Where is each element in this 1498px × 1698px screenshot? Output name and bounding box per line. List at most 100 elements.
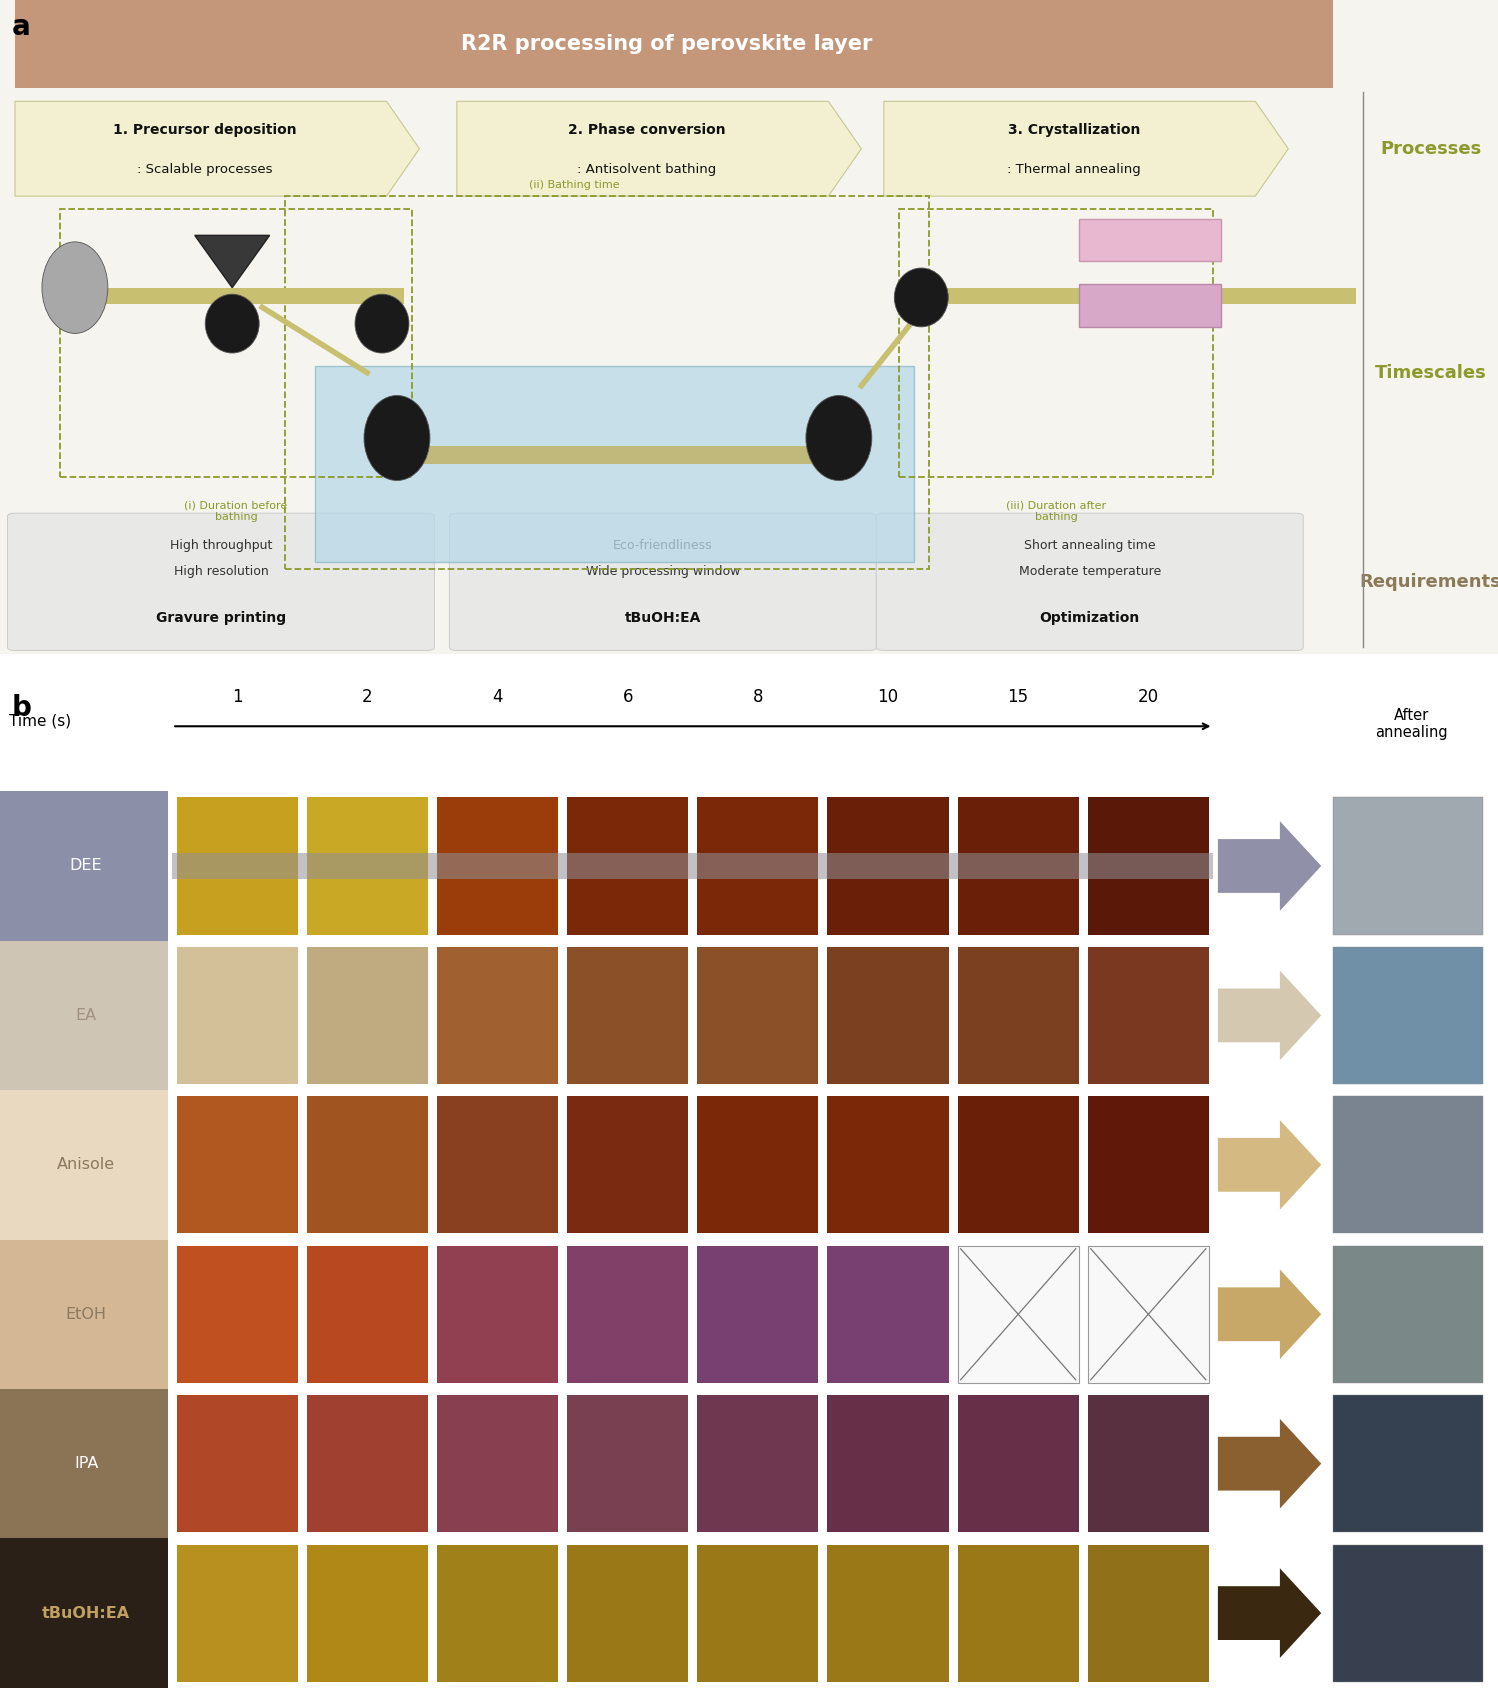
Text: 2: 2 bbox=[363, 688, 373, 706]
Bar bbox=[177, 1396, 298, 1532]
Bar bbox=[827, 1246, 948, 1382]
Ellipse shape bbox=[355, 294, 409, 353]
Bar bbox=[307, 947, 428, 1083]
Bar bbox=[568, 1097, 689, 1233]
Text: Time (s): Time (s) bbox=[9, 713, 70, 728]
Text: Short annealing time: Short annealing time bbox=[1025, 538, 1155, 552]
Text: IPA: IPA bbox=[73, 1457, 99, 1470]
Text: : Scalable processes: : Scalable processes bbox=[138, 163, 273, 177]
Text: (iii) Duration after
bathing: (iii) Duration after bathing bbox=[1007, 501, 1106, 521]
Bar bbox=[177, 1097, 298, 1233]
Bar bbox=[1088, 798, 1209, 934]
FancyBboxPatch shape bbox=[876, 513, 1303, 650]
Bar bbox=[957, 1396, 1079, 1532]
Bar bbox=[698, 1545, 818, 1681]
Bar bbox=[1333, 1396, 1483, 1532]
Polygon shape bbox=[195, 236, 270, 287]
Text: High resolution: High resolution bbox=[174, 565, 268, 577]
Bar bbox=[698, 1097, 818, 1233]
Bar bbox=[827, 1396, 948, 1532]
FancyBboxPatch shape bbox=[1079, 219, 1221, 261]
Bar bbox=[1088, 1246, 1209, 1382]
Bar bbox=[957, 1545, 1079, 1681]
Text: EA: EA bbox=[75, 1009, 97, 1022]
Bar bbox=[437, 798, 559, 934]
Text: Gravure printing: Gravure printing bbox=[156, 611, 286, 625]
Text: 10: 10 bbox=[878, 688, 899, 706]
Bar bbox=[698, 1246, 818, 1382]
Text: EtOH: EtOH bbox=[66, 1307, 106, 1321]
Text: tBuOH:EA: tBuOH:EA bbox=[625, 611, 701, 625]
Text: 2. Phase conversion: 2. Phase conversion bbox=[568, 122, 727, 138]
Text: 1: 1 bbox=[232, 688, 243, 706]
Ellipse shape bbox=[806, 396, 872, 481]
Text: After
annealing: After annealing bbox=[1375, 708, 1449, 740]
Bar bbox=[0, 941, 168, 1090]
Bar bbox=[957, 1246, 1079, 1382]
Text: Anisole: Anisole bbox=[57, 1158, 115, 1172]
Bar bbox=[1088, 947, 1209, 1083]
Bar bbox=[698, 947, 818, 1083]
Text: 20: 20 bbox=[1138, 688, 1159, 706]
Bar bbox=[75, 287, 404, 304]
Bar bbox=[285, 197, 929, 569]
Bar bbox=[899, 209, 1213, 477]
Bar bbox=[698, 798, 818, 934]
Polygon shape bbox=[1218, 1121, 1321, 1209]
Bar bbox=[437, 1396, 559, 1532]
Bar bbox=[1333, 947, 1483, 1083]
Bar bbox=[0, 791, 168, 941]
Text: Processes: Processes bbox=[1380, 139, 1482, 158]
Text: Optimization: Optimization bbox=[1040, 611, 1140, 625]
Bar bbox=[568, 1246, 689, 1382]
Polygon shape bbox=[884, 102, 1288, 197]
Bar bbox=[437, 1097, 559, 1233]
Polygon shape bbox=[15, 102, 419, 197]
Bar bbox=[437, 947, 559, 1083]
Bar bbox=[1333, 1545, 1483, 1681]
Bar bbox=[177, 947, 298, 1083]
Bar bbox=[568, 798, 689, 934]
Bar bbox=[827, 947, 948, 1083]
Polygon shape bbox=[1218, 822, 1321, 910]
Bar bbox=[382, 447, 861, 464]
Ellipse shape bbox=[205, 294, 259, 353]
Bar bbox=[827, 798, 948, 934]
Text: b: b bbox=[12, 694, 31, 722]
Text: 15: 15 bbox=[1008, 688, 1029, 706]
Ellipse shape bbox=[894, 268, 948, 328]
Text: : Antisolvent bathing: : Antisolvent bathing bbox=[577, 163, 716, 177]
Bar bbox=[1333, 1097, 1483, 1233]
Text: High throughput: High throughput bbox=[169, 538, 273, 552]
Polygon shape bbox=[1218, 1420, 1321, 1508]
Bar bbox=[0, 1090, 168, 1240]
Bar bbox=[177, 1545, 298, 1681]
Text: tBuOH:EA: tBuOH:EA bbox=[42, 1606, 130, 1620]
Text: (i) Duration before
bathing: (i) Duration before bathing bbox=[184, 501, 288, 521]
Bar bbox=[1088, 1396, 1209, 1532]
Text: (ii) Bathing time: (ii) Bathing time bbox=[529, 180, 620, 190]
Bar bbox=[568, 947, 689, 1083]
FancyBboxPatch shape bbox=[449, 513, 876, 650]
Polygon shape bbox=[1218, 971, 1321, 1060]
Text: Eco-friendliness: Eco-friendliness bbox=[613, 538, 713, 552]
FancyBboxPatch shape bbox=[7, 513, 434, 650]
Bar bbox=[307, 1545, 428, 1681]
Bar bbox=[315, 367, 914, 562]
Bar bbox=[307, 1097, 428, 1233]
Text: : Thermal annealing: : Thermal annealing bbox=[1007, 163, 1141, 177]
Bar bbox=[307, 1396, 428, 1532]
Text: 4: 4 bbox=[493, 688, 503, 706]
Text: a: a bbox=[12, 14, 31, 41]
Bar bbox=[698, 1396, 818, 1532]
Text: 3. Crystallization: 3. Crystallization bbox=[1008, 122, 1140, 138]
Bar bbox=[921, 287, 1356, 304]
Text: Moderate temperature: Moderate temperature bbox=[1019, 565, 1161, 577]
Text: R2R processing of perovskite layer: R2R processing of perovskite layer bbox=[461, 34, 872, 54]
Bar bbox=[827, 1545, 948, 1681]
Bar bbox=[437, 1246, 559, 1382]
Bar bbox=[827, 1097, 948, 1233]
Bar bbox=[568, 1545, 689, 1681]
Bar bbox=[1088, 1097, 1209, 1233]
Bar bbox=[437, 1545, 559, 1681]
